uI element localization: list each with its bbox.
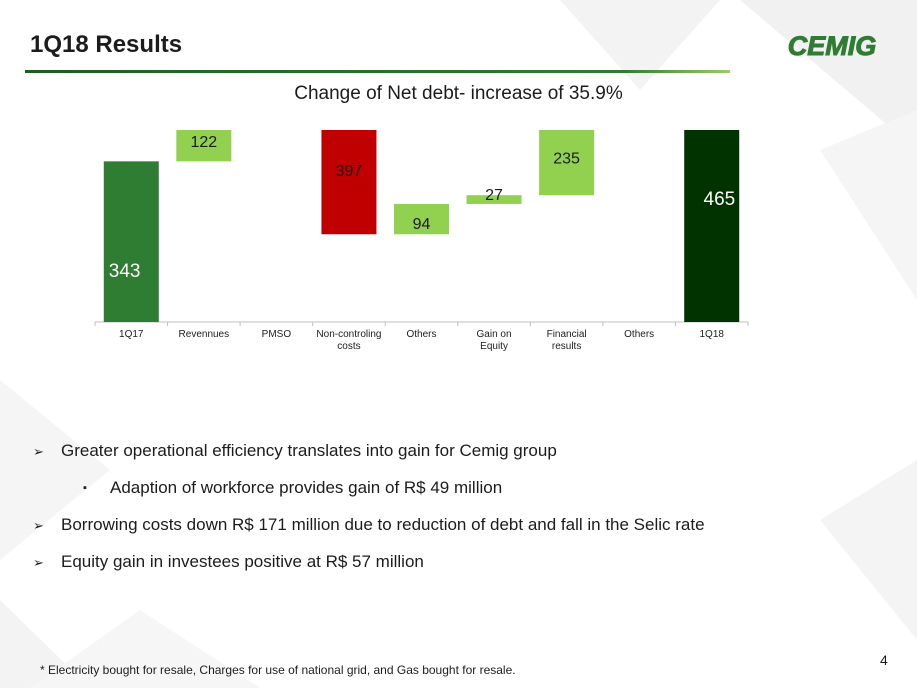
bullet-item: ➢ Equity gain in investees positive at R…	[33, 551, 893, 573]
bar-value-label: 94	[413, 216, 431, 233]
arrow-bullet-icon: ➢	[33, 555, 44, 570]
cemig-logo: CEMIG	[787, 31, 877, 62]
bar-value-label: 343	[109, 261, 141, 282]
page-title: 1Q18 Results	[30, 31, 183, 58]
bullet-text: Borrowing costs down R$ 171 million due …	[61, 515, 705, 534]
x-tick-label: Others	[406, 329, 436, 340]
x-tick-label: results	[552, 341, 581, 352]
arrow-bullet-icon: ➢	[33, 444, 44, 459]
bar-value-label: 27	[485, 187, 503, 204]
sub-bullet-item: ▪ Adaption of workforce provides gain of…	[33, 477, 893, 499]
x-tick-label: PMSO	[262, 329, 292, 340]
bar-3	[321, 130, 377, 235]
bullet-item: ➢ Greater operational efficiency transla…	[33, 440, 893, 462]
square-bullet-icon: ▪	[83, 482, 87, 494]
x-tick-label: Others	[624, 329, 654, 340]
bar-value-label: 122	[190, 134, 217, 151]
title-underline	[25, 70, 730, 73]
arrow-bullet-icon: ➢	[33, 518, 44, 533]
x-tick-label: Equity	[480, 341, 508, 352]
bullet-text: Greater operational efficiency translate…	[61, 441, 557, 460]
bar-6	[539, 130, 595, 196]
bar-0	[103, 161, 159, 322]
bar-8	[684, 130, 740, 322]
bar-4	[394, 203, 449, 235]
bar-value-label: 235	[553, 150, 580, 167]
bar-value-label: 465	[704, 189, 736, 210]
svg-text:CEMIG: CEMIG	[788, 31, 877, 61]
x-tick-label: Non-controling	[316, 329, 381, 340]
chart-title: Change of Net debt- increase of 35.9%	[294, 83, 623, 104]
x-tick-label: Gain on	[477, 329, 512, 340]
bar-5	[466, 195, 522, 204]
x-tick-label: Revennues	[179, 329, 230, 340]
bullet-item: ➢ Borrowing costs down R$ 171 million du…	[33, 514, 893, 536]
x-tick-label: 1Q17	[119, 329, 144, 340]
footnote: * Electricity bought for resale, Charges…	[40, 663, 516, 677]
x-tick-label: costs	[337, 341, 360, 352]
bullet-text: Equity gain in investees positive at R$ …	[61, 552, 424, 571]
bar-value-label: 397	[336, 163, 363, 180]
bullet-list: ➢ Greater operational efficiency transla…	[33, 440, 893, 588]
bar-1	[176, 130, 232, 162]
page-number: 4	[880, 652, 888, 668]
waterfall-chart: 3431Q17122Revennues49PMSO397Non-controli…	[94, 130, 749, 352]
x-tick-label: Financial	[547, 329, 587, 340]
x-tick-label: 1Q18	[699, 329, 724, 340]
bullet-text: Adaption of workforce provides gain of R…	[110, 478, 503, 497]
